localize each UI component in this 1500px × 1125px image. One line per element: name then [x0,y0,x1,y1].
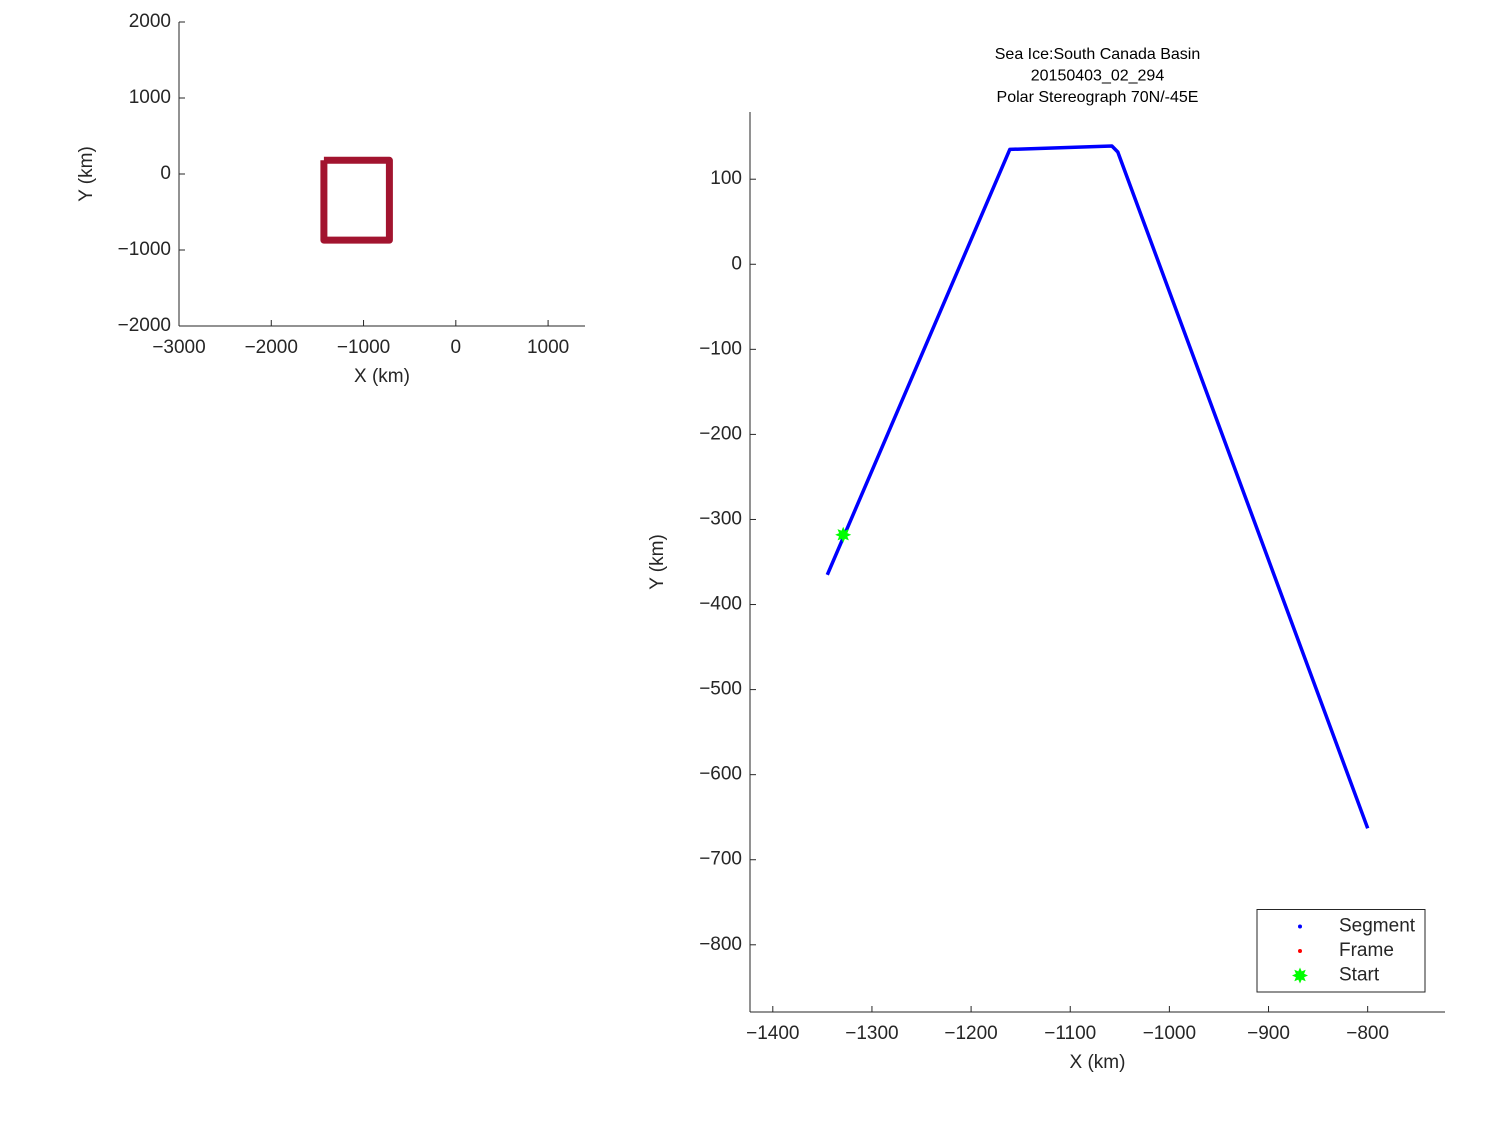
legend-label: Segment [1339,916,1416,937]
y-tick-label: 0 [160,163,171,184]
y-tick-label: 1000 [129,87,171,108]
chart-title: 20150403_02_294 [1031,68,1165,85]
x-tick-label: 1000 [527,337,569,358]
y-tick-label: 2000 [129,11,171,32]
y-tick-label: −400 [699,594,742,615]
x-tick-label: −1200 [944,1023,997,1044]
x-tick-label: −1000 [1143,1023,1196,1044]
x-tick-label: −800 [1346,1023,1389,1044]
y-tick-label: −500 [699,679,742,700]
y-tick-label: −700 [699,849,742,870]
y-tick-label: 0 [731,253,742,274]
legend-marker [1292,967,1308,984]
series-line [825,144,1370,829]
y-tick-label: −100 [699,338,742,359]
y-tick-label: −300 [699,508,742,529]
x-tick-label: 0 [451,337,462,358]
legend: Segment Frame Start [1256,909,1426,993]
chart-title: Sea Ice:South Canada Basin [995,46,1200,63]
legend-label: Start [1339,965,1380,986]
y-axis-label: Y (km) [647,534,668,590]
legend-box [1256,909,1426,993]
y-tick-label: −800 [699,934,742,955]
y-axis-label: Y (km) [76,146,97,202]
x-axis-label: X (km) [354,366,410,387]
x-tick-label: −900 [1247,1023,1290,1044]
start-marker [835,526,852,543]
legend-marker [1298,924,1302,929]
x-tick-label: −2000 [245,337,298,358]
legend-marker [1298,949,1302,953]
x-tick-label: −1300 [845,1023,898,1044]
chart-title: Polar Stereograph 70N/-45E [997,89,1199,106]
legend-label: Frame [1339,940,1394,961]
y-tick-label: −2000 [118,315,171,336]
y-tick-label: 100 [710,168,742,189]
x-axis-label: X (km) [1070,1052,1126,1073]
y-tick-label: −600 [699,764,742,785]
x-tick-label: −1400 [746,1023,799,1044]
series-line [320,156,393,244]
y-tick-label: −200 [699,423,742,444]
x-tick-label: −1100 [1044,1023,1096,1044]
x-tick-label: −3000 [152,337,205,358]
y-tick-label: −1000 [118,239,171,260]
x-tick-label: −1000 [337,337,390,358]
